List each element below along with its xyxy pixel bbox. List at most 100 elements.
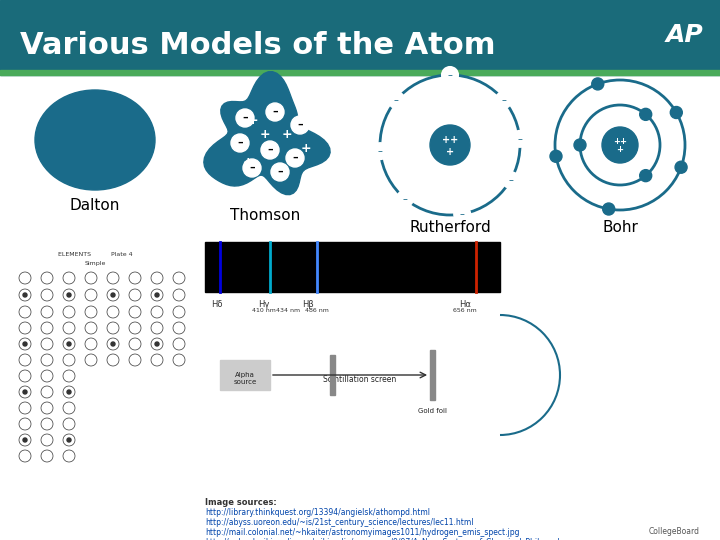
Bar — [0, 70, 720, 75]
Circle shape — [639, 109, 652, 120]
Circle shape — [639, 170, 652, 181]
Text: Hα: Hα — [459, 300, 471, 309]
Text: –: – — [508, 175, 513, 185]
Text: Hγ: Hγ — [258, 300, 270, 309]
Text: Hβ: Hβ — [302, 300, 314, 309]
Circle shape — [592, 78, 604, 90]
Circle shape — [454, 206, 470, 222]
Circle shape — [155, 342, 159, 346]
Circle shape — [675, 161, 687, 173]
Circle shape — [243, 159, 261, 177]
Text: –: – — [501, 95, 506, 105]
Text: Hδ: Hδ — [211, 300, 222, 309]
Text: Dalton: Dalton — [70, 198, 120, 213]
Circle shape — [388, 92, 405, 108]
Polygon shape — [204, 72, 330, 194]
Circle shape — [495, 92, 512, 108]
Circle shape — [67, 438, 71, 442]
Circle shape — [372, 143, 388, 159]
Text: http://library.thinkquest.org/13394/angielsk/athompd.html: http://library.thinkquest.org/13394/angi… — [205, 508, 430, 517]
Circle shape — [155, 293, 159, 297]
Text: –: – — [459, 209, 464, 219]
Circle shape — [550, 150, 562, 163]
Text: –: – — [292, 153, 298, 163]
Text: AP: AP — [665, 23, 703, 47]
Bar — [430, 350, 435, 400]
Circle shape — [266, 103, 284, 121]
Bar — [205, 242, 500, 292]
Text: Bohr: Bohr — [602, 220, 638, 235]
Text: Image sources:: Image sources: — [205, 498, 276, 507]
Circle shape — [23, 390, 27, 394]
Circle shape — [503, 172, 518, 188]
Circle shape — [442, 67, 458, 83]
Text: –: – — [402, 194, 408, 204]
Text: ELEMENTS          Plate 4: ELEMENTS Plate 4 — [58, 253, 132, 258]
Text: ++: ++ — [442, 135, 458, 145]
Bar — [330, 355, 335, 395]
Circle shape — [261, 141, 279, 159]
Text: Thomson: Thomson — [230, 207, 300, 222]
Text: Rutherford: Rutherford — [409, 220, 491, 235]
Text: http://mail.colonial.net/~hkaiter/astronomyimages1011/hydrogen_emis_spect.jpg: http://mail.colonial.net/~hkaiter/astron… — [205, 528, 520, 537]
Text: 486 nm: 486 nm — [305, 308, 329, 313]
Text: 434 nm: 434 nm — [276, 308, 300, 313]
Circle shape — [23, 293, 27, 297]
Circle shape — [23, 438, 27, 442]
Circle shape — [430, 125, 470, 165]
Circle shape — [67, 293, 71, 297]
Circle shape — [670, 106, 683, 118]
Text: –: – — [394, 95, 399, 105]
Text: ++: ++ — [613, 137, 627, 145]
Text: –: – — [448, 70, 452, 80]
Bar — [220, 360, 270, 390]
Text: http://upload.wikimedia.org/wikipedia/commons/9/97/A_New_System_of_Chemical_Phil: http://upload.wikimedia.org/wikipedia/co… — [205, 538, 570, 540]
Circle shape — [67, 342, 71, 346]
Text: –: – — [242, 113, 248, 123]
Bar — [0, 75, 720, 540]
Text: +: + — [446, 147, 454, 157]
Text: +: + — [248, 113, 258, 126]
Text: –: – — [249, 163, 255, 173]
Circle shape — [397, 191, 413, 207]
Text: –: – — [297, 120, 303, 130]
Text: +: + — [301, 141, 311, 154]
Text: 656 nm: 656 nm — [453, 308, 477, 313]
Circle shape — [574, 139, 586, 151]
Circle shape — [111, 342, 115, 346]
Text: +: + — [282, 129, 292, 141]
Circle shape — [231, 134, 249, 152]
Text: 410 nm: 410 nm — [252, 308, 276, 313]
Text: Scintillation screen: Scintillation screen — [323, 375, 397, 384]
Bar — [10, 240, 195, 475]
Text: Various Models of the Atom: Various Models of the Atom — [20, 30, 495, 59]
Text: –: – — [237, 138, 243, 148]
Text: –: – — [267, 145, 273, 155]
Text: –: – — [272, 107, 278, 117]
Circle shape — [236, 109, 254, 127]
Circle shape — [286, 149, 304, 167]
Bar — [0, 0, 720, 75]
Circle shape — [291, 116, 309, 134]
Circle shape — [23, 342, 27, 346]
Text: +: + — [616, 145, 624, 154]
Text: –: – — [517, 134, 522, 144]
Bar — [205, 315, 715, 490]
Text: CollegeBoard: CollegeBoard — [649, 527, 700, 536]
Text: +: + — [260, 129, 270, 141]
Text: –: – — [277, 167, 283, 177]
Text: http://abyss.uoreon.edu/~is/21st_century_science/lectures/lec11.html: http://abyss.uoreon.edu/~is/21st_century… — [205, 518, 474, 527]
Text: –: – — [378, 146, 383, 156]
Circle shape — [602, 127, 638, 163]
Ellipse shape — [35, 90, 155, 190]
Circle shape — [603, 203, 615, 215]
Text: Gold foil: Gold foil — [418, 408, 446, 414]
Text: Alpha
source: Alpha source — [233, 372, 256, 384]
Text: +: + — [243, 156, 253, 168]
Circle shape — [512, 131, 528, 147]
Circle shape — [67, 390, 71, 394]
Bar — [660, 8, 708, 58]
Circle shape — [111, 293, 115, 297]
Text: Simple: Simple — [84, 260, 106, 266]
Circle shape — [271, 163, 289, 181]
